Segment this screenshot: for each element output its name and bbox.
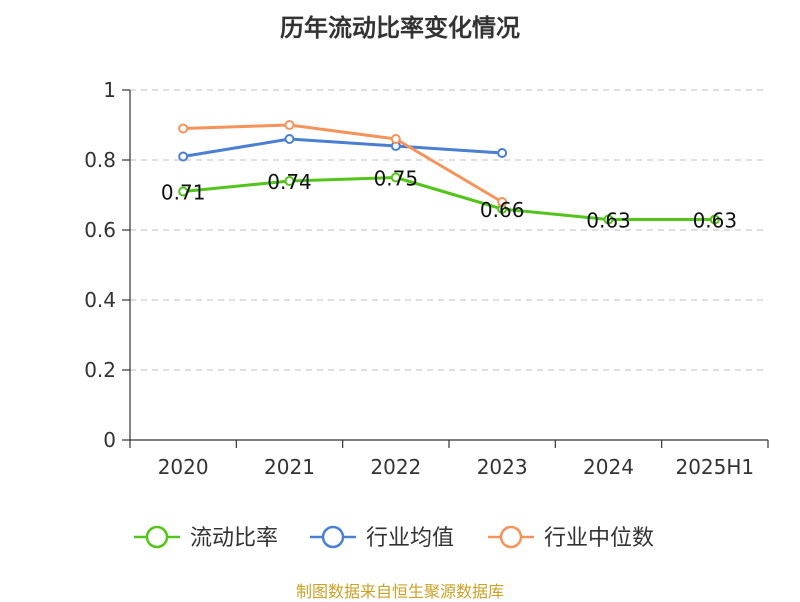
x-tick-label: 2023: [477, 455, 528, 479]
data-label: 0.75: [374, 167, 419, 191]
series-point-2: [497, 197, 508, 207]
axes: 0 0.2 0.4 0.6 0.8 1 2020 2021 2022 2023 2024 2025H1: [84, 78, 769, 479]
data-label: 0.63: [586, 209, 631, 233]
series-point-0: [390, 172, 401, 183]
legend-label: 行业均值: [366, 526, 454, 551]
source-note: 制图数据来自恒生聚源数据库: [295, 582, 504, 601]
x-tick-label: 2021: [264, 455, 315, 479]
series-line-0: [183, 176, 715, 221]
data-labels: 0.71 0.74 0.75 0.66 0.63 0.63: [161, 167, 737, 233]
series-point-1: [284, 134, 295, 144]
series-point-1: [178, 151, 189, 162]
series-line-2: [183, 123, 503, 204]
legend-item-1[interactable]: 行业均值: [310, 525, 454, 551]
y-tick-label: 1: [103, 78, 116, 102]
series-point-0: [284, 176, 295, 186]
legend-item-0[interactable]: 流动比率: [134, 525, 278, 551]
x-tick-label: 2025H1: [675, 455, 754, 479]
series-line-1: [182, 137, 503, 158]
y-tick-label: 0.2: [84, 358, 116, 382]
legend-marker: [145, 525, 169, 549]
legend-label: 行业中位数: [544, 526, 654, 551]
x-tick-label: 2022: [370, 455, 421, 479]
chart-title: 历年流动比率变化情况: [280, 14, 520, 42]
series-point-0: [603, 214, 614, 225]
data-label: 0.71: [161, 181, 206, 205]
legend-item-2[interactable]: 行业中位数: [488, 525, 654, 551]
legend-marker: [321, 525, 345, 549]
legend[interactable]: 流动比率 行业均值 行业中位数: [134, 525, 654, 551]
series-point-2: [284, 120, 295, 130]
series-point-2: [390, 134, 401, 144]
grid-lines: [130, 89, 768, 371]
data-label: 0.66: [480, 198, 525, 222]
legend-marker: [499, 525, 523, 549]
series-point-2: [178, 123, 189, 134]
y-tick-label: 0.8: [84, 148, 116, 172]
y-tick-label: 0.6: [84, 218, 116, 242]
legend-label: 流动比率: [190, 526, 278, 551]
y-tick-label: 0: [103, 428, 116, 452]
series-point-0: [178, 186, 189, 197]
series-point-0: [709, 214, 720, 225]
series-point-1: [497, 148, 508, 158]
x-tick-label: 2020: [158, 455, 209, 479]
data-label: 0.63: [693, 209, 738, 233]
data-label: 0.74: [267, 170, 312, 194]
y-tick-label: 0.4: [84, 288, 116, 312]
x-tick-label: 2024: [583, 455, 634, 479]
series-group: [178, 120, 720, 225]
